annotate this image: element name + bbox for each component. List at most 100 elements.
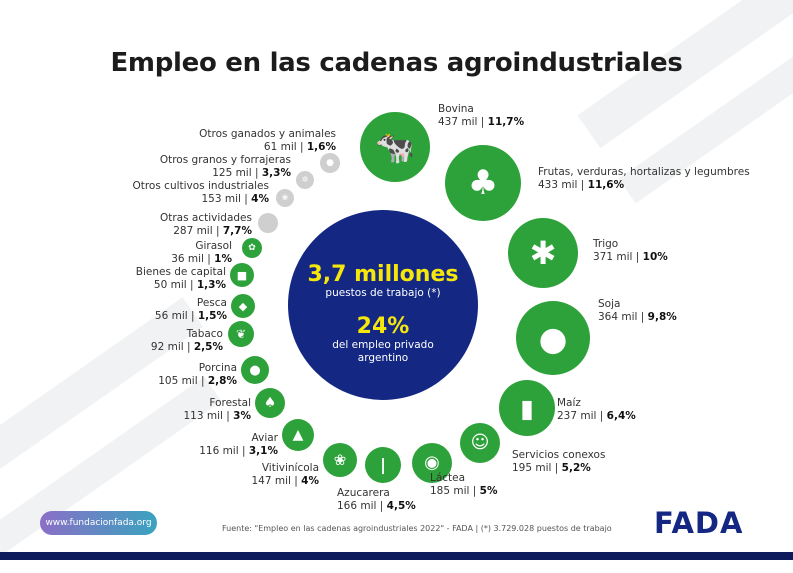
chain-share: 11,6% [587, 179, 625, 191]
chain-bubble: ♣ [445, 145, 521, 221]
source-note: Fuente: "Empleo en las cadenas agroindus… [222, 524, 612, 533]
website-link[interactable]: www.fundacionfada.org [40, 511, 157, 535]
chain-name: Trigo [593, 238, 619, 250]
chain-value: 125 mil | 3,3% [212, 167, 291, 179]
chain-jobs: 147 mil [251, 475, 291, 487]
chain-name: Otros ganados y animales [199, 128, 336, 140]
pig-icon: ● [249, 362, 261, 378]
chain-share: 1,6% [306, 141, 336, 153]
chain-share: 4,5% [386, 500, 416, 512]
people-icon: ☺ [470, 432, 490, 453]
chain-bubble: 🐄 [360, 112, 430, 182]
chain-value: 185 mil | 5% [430, 485, 498, 497]
chain-bubble: ● [241, 356, 269, 384]
trees-icon: ♠ [263, 395, 277, 411]
chain-share: 1,3% [196, 279, 226, 291]
chain-bubble: ☺ [460, 423, 500, 463]
chain-name: Vitivinícola [261, 462, 319, 474]
chain-share: 6,4% [606, 410, 636, 422]
chain-share: 1% [214, 253, 232, 265]
chain-bubble: ▮ [499, 380, 555, 436]
chain-label: Pesca 56 mil | 1,5% [155, 297, 227, 323]
chain-value: 371 mil | 10% [593, 251, 668, 263]
corn-icon: ▮ [520, 393, 534, 423]
chain-name: Frutas, verduras, hortalizas y legumbres [538, 166, 750, 178]
chain-label: Frutas, verduras, hortalizas y legumbres… [538, 166, 750, 192]
chain-bubble: ■ [230, 263, 254, 287]
chain-bubble: ● [320, 153, 340, 173]
private-share-label: argentino [357, 352, 409, 364]
chain-share: 9,8% [647, 311, 677, 323]
chain-share: 2,8% [207, 375, 237, 387]
chain-value: 433 mil | 11,6% [538, 179, 625, 191]
chain-name: Bienes de capital [135, 266, 226, 278]
chain-value: 116 mil | 3,1% [199, 445, 278, 457]
chain-share: 7,7% [222, 225, 252, 237]
chain-label: Aviar 116 mil | 3,1% [199, 432, 278, 458]
page-title: Empleo en las cadenas agroindustriales [110, 48, 683, 78]
chain-value: 36 mil | 1% [171, 253, 232, 265]
chain-value: 287 mil | 7,7% [173, 225, 252, 237]
chain-jobs: 61 mil [263, 141, 297, 153]
chain-value: 105 mil | 2,8% [158, 375, 237, 387]
chain-jobs: 92 mil [150, 341, 184, 353]
chain-label: Forestal 113 mil | 3% [184, 397, 252, 423]
chain-jobs: 437 mil [438, 116, 478, 128]
chain-name: Aviar [251, 432, 278, 444]
chain-jobs: 153 mil [201, 193, 241, 205]
fish-icon: ◆ [238, 299, 248, 313]
chain-name: Girasol [195, 240, 232, 252]
chain-jobs: 50 mil [153, 279, 187, 291]
chain-bubble: ♠ [255, 388, 285, 418]
chain-name: Otros cultivos industriales [132, 180, 269, 192]
chain-label: Servicios conexos 195 mil | 5,2% [512, 449, 605, 475]
chain-jobs: 364 mil [598, 311, 638, 323]
chain-bubble [258, 213, 278, 233]
chain-share: 11,7% [487, 116, 525, 128]
grapes-icon: ❀ [333, 450, 347, 469]
chain-jobs: 56 mil [154, 310, 188, 322]
chain-name: Bovina [438, 103, 474, 115]
chain-label: Bienes de capital 50 mil | 1,3% [136, 266, 226, 292]
chain-jobs: 113 mil [183, 410, 223, 422]
chain-bubble: ▲ [282, 419, 314, 451]
chain-share: 3% [233, 410, 251, 422]
chain-value: 364 mil | 9,8% [598, 311, 677, 323]
chain-label: Bovina 437 mil | 11,7% [438, 103, 524, 129]
chain-jobs: 125 mil [212, 167, 252, 179]
chain-jobs: 237 mil [557, 410, 597, 422]
chain-label: Otros ganados y animales 61 mil | 1,6% [199, 128, 336, 154]
chain-name: Servicios conexos [512, 449, 606, 461]
chain-jobs: 371 mil [593, 251, 633, 263]
tobacco-leaf-icon: ❦ [235, 327, 247, 341]
chain-label: Azucarera 166 mil | 4,5% [337, 487, 416, 513]
private-share: 24% [356, 314, 410, 339]
sheep-icon: ● [326, 157, 334, 168]
chain-share: 10% [642, 251, 668, 263]
chain-jobs: 166 mil [337, 500, 377, 512]
chain-value: 437 mil | 11,7% [438, 116, 525, 128]
chain-share: 3,1% [248, 445, 278, 457]
chain-name: Soja [598, 298, 621, 310]
sugarcane-icon: | [380, 455, 386, 474]
private-share-label: del empleo privado [332, 339, 434, 351]
chain-jobs: 36 mil [171, 253, 204, 265]
chain-bubble: ✿ [242, 238, 262, 258]
chain-share: 4% [251, 193, 269, 205]
chain-bubble: | [365, 447, 401, 483]
chain-jobs: 185 mil [430, 485, 470, 497]
fruit-vegetable-icon: ♣ [467, 163, 499, 203]
chain-label: Otras actividades 287 mil | 7,7% [160, 212, 252, 238]
chain-bubble: ✲ [296, 171, 314, 189]
chain-name: Porcina [198, 362, 237, 374]
chain-jobs: 287 mil [173, 225, 213, 237]
chain-name: Maíz [557, 397, 581, 409]
sunflower-icon: ✿ [248, 242, 256, 253]
total-jobs-label: puestos de trabajo (*) [325, 287, 441, 299]
dairy-cow-icon: ◉ [424, 452, 440, 473]
grains-icon: ✲ [301, 175, 309, 184]
chain-value: 153 mil | 4% [201, 193, 270, 205]
chain-value: 56 mil | 1,5% [154, 310, 227, 322]
chain-value: 195 mil | 5,2% [512, 462, 591, 474]
chain-share: 4% [301, 475, 319, 487]
